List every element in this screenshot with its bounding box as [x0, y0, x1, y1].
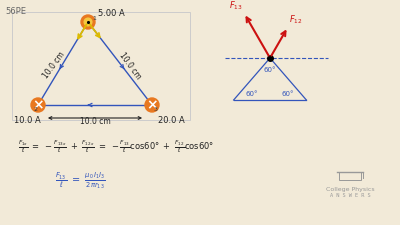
Text: ×: × — [146, 98, 158, 112]
Text: 1: 1 — [92, 16, 96, 21]
Text: $F_{12}$: $F_{12}$ — [289, 13, 303, 26]
Text: 5.00 A: 5.00 A — [98, 9, 125, 18]
Text: ×: × — [32, 98, 44, 112]
Text: 60°: 60° — [282, 91, 294, 97]
Text: 20.0 A: 20.0 A — [158, 116, 185, 125]
Text: 10.0 cm: 10.0 cm — [80, 117, 110, 126]
FancyBboxPatch shape — [12, 12, 190, 120]
Text: 10.0 A: 10.0 A — [14, 116, 41, 125]
Text: College Physics: College Physics — [326, 187, 374, 192]
Circle shape — [145, 98, 159, 112]
Text: 2: 2 — [33, 107, 37, 112]
Circle shape — [31, 98, 45, 112]
Text: 60°: 60° — [246, 91, 258, 97]
Text: 10.0 cm: 10.0 cm — [117, 50, 143, 81]
Text: $F_{13}$: $F_{13}$ — [229, 0, 243, 12]
Text: 3: 3 — [154, 107, 158, 112]
Text: $\frac{F_{13}}{\ell}\ =\ \frac{\mu_0\,I_1 I_3}{2\pi r_{13}}$: $\frac{F_{13}}{\ell}\ =\ \frac{\mu_0\,I_… — [55, 170, 106, 191]
Text: 60°: 60° — [264, 67, 276, 73]
Text: 56PE: 56PE — [5, 7, 26, 16]
Circle shape — [81, 15, 95, 29]
Circle shape — [84, 18, 92, 26]
Text: A N S W E R S: A N S W E R S — [330, 193, 370, 198]
Text: $\frac{F_{1x}}{\ell}\ =\ -\frac{F_{13x}}{\ell}\ +\ \frac{F_{12x}}{\ell}\ =\ -\fr: $\frac{F_{1x}}{\ell}\ =\ -\frac{F_{13x}}… — [18, 138, 214, 155]
Text: 10.0 cm: 10.0 cm — [41, 50, 67, 81]
